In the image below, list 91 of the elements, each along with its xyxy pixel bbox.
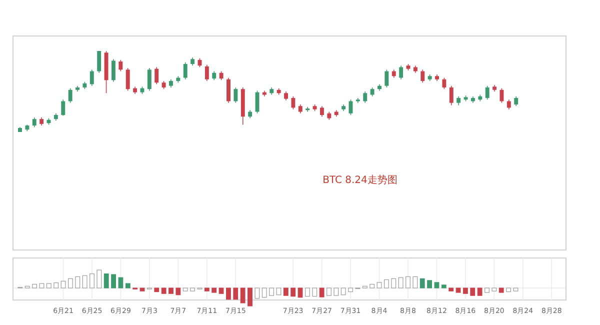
bar [484,288,490,293]
candlestick [183,62,188,80]
candlestick [384,69,389,88]
candlestick [32,117,36,128]
candlestick [420,69,425,83]
bar [463,288,468,294]
bar [298,288,303,298]
bar [54,282,59,288]
candlestick [348,99,353,116]
bar [212,288,217,293]
bar [376,282,382,288]
bar [254,288,260,299]
candlestick [449,85,454,106]
candlestick [61,99,66,116]
bar [161,288,166,294]
bar [434,282,440,288]
bar [182,288,188,292]
bar [118,277,124,288]
bar [168,288,174,294]
bar [412,276,418,288]
candlestick [97,50,102,74]
bar [190,288,195,292]
bar [240,288,246,304]
bar [406,276,410,288]
candlestick [485,85,490,100]
bar [326,288,332,296]
bar [218,288,224,294]
candlestick [234,87,238,104]
candlestick [399,65,404,80]
candlestick [90,69,94,86]
bar [269,288,274,296]
bar [154,288,160,292]
bar [513,288,518,292]
candlestick [514,96,518,106]
bar [104,273,109,288]
candlestick [506,99,511,110]
bar [96,270,102,288]
bar [477,288,482,296]
bar [319,288,324,298]
bar [283,288,288,296]
candlestick [154,66,159,85]
bar [441,284,446,288]
bar [384,279,389,288]
candlestick [111,58,116,82]
bar [204,288,210,292]
bar [348,288,353,292]
candlestick [147,68,152,92]
bar [506,288,511,292]
bar [75,276,80,288]
bar [448,288,454,292]
bar [276,288,282,296]
bar [176,288,181,296]
bar [39,283,44,288]
bar [312,288,318,297]
bar [456,288,461,293]
candlestick [442,77,446,90]
bar [498,288,504,293]
bar [370,284,375,288]
candlestick [68,88,72,104]
bar [305,288,310,297]
bar [90,273,94,288]
candlestick [291,96,296,110]
bar [262,288,267,298]
candlestick [126,68,130,92]
bar [68,278,73,288]
bar [420,278,425,288]
candlestick [204,64,209,82]
bar [398,277,404,288]
bar [111,274,116,288]
bar [125,283,130,288]
candlestick [118,60,123,72]
candlestick [320,106,324,118]
bar [248,288,252,306]
bar [82,275,88,288]
bar [60,280,66,288]
bar [32,284,37,288]
bar [226,288,231,300]
bar [470,288,476,296]
bar [340,288,346,296]
candlestick [363,91,368,104]
bar [46,283,52,288]
bar [290,288,296,297]
candlestick [500,88,504,104]
bar [334,288,339,296]
bar [492,288,497,292]
text: BTC 8.24走势图 [322,174,398,186]
candlestick [226,77,230,104]
bar [233,288,238,300]
bar [391,278,396,288]
bar [427,280,432,288]
bar [140,288,145,292]
